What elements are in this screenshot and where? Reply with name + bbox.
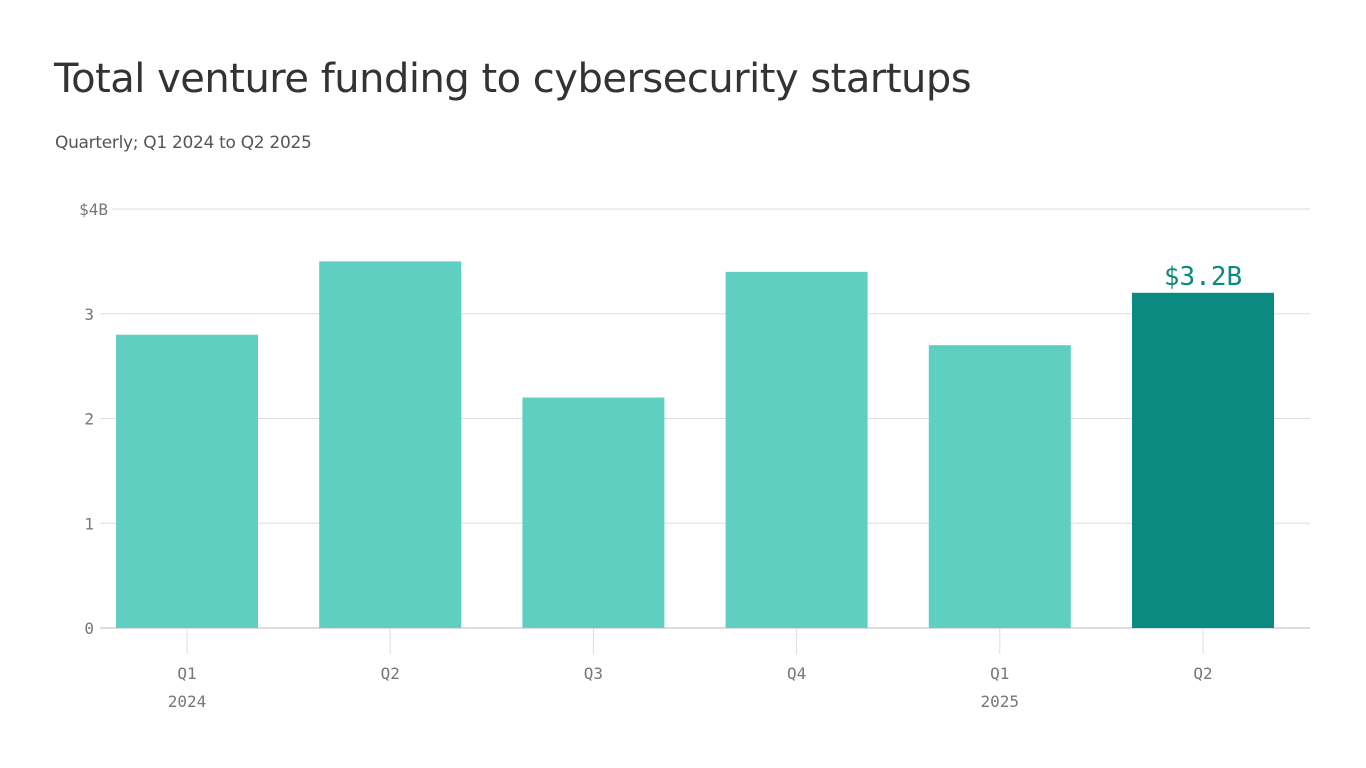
chart-title: Total venture funding to cybersecurity s… [54,56,972,102]
x-year-label: 2024 [168,692,207,711]
bar-q4 [725,271,868,628]
x-tick-label: Q2 [381,664,400,683]
y-tick-label: 0 [84,619,94,638]
bar-q3 [522,397,665,628]
bar-q2 [319,261,462,628]
data-label: $3.2B [1164,262,1242,292]
bar-q1-2025 [928,345,1071,628]
bar-q1-2024 [116,334,258,628]
y-tick-label: $4B [79,200,108,219]
x-tick-label: Q1 [990,664,1009,683]
bar-q2 [1132,292,1274,628]
x-year-label: 2025 [981,692,1020,711]
x-tick-label: Q1 [177,664,196,683]
y-tick-label: 2 [84,410,94,429]
x-tick-label: Q2 [1193,664,1212,683]
chart-subtitle: Quarterly; Q1 2024 to Q2 2025 [55,133,312,153]
y-tick-label: 3 [84,305,94,324]
x-tick-label: Q3 [584,664,603,683]
x-tick-label: Q4 [787,664,806,683]
y-tick-label: 1 [84,514,94,533]
